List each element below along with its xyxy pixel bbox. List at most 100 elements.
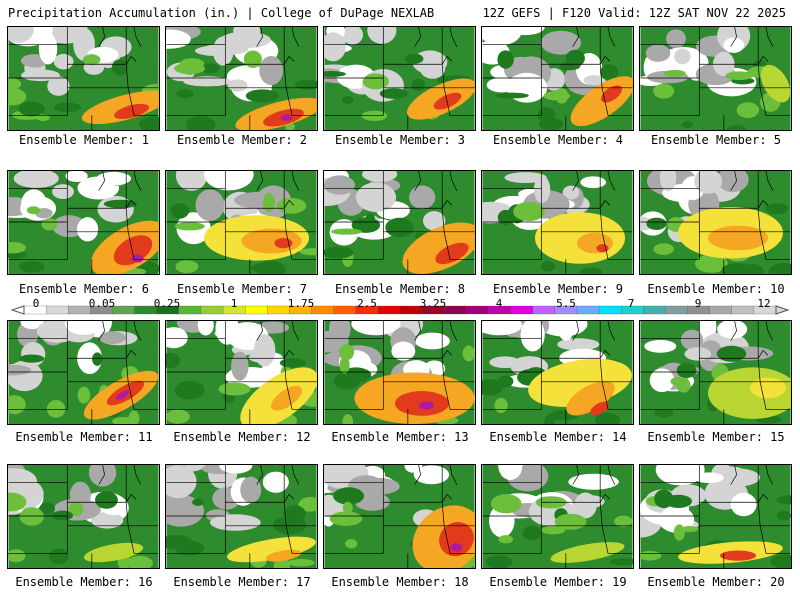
ensemble-map-panel — [165, 170, 318, 275]
state-border — [225, 381, 317, 410]
state-border — [324, 222, 384, 260]
ensemble-member-label: Ensemble Member: 18 — [331, 575, 469, 589]
colorbar-tick-label: 0 — [32, 297, 40, 310]
state-border — [607, 321, 616, 341]
dry-area — [194, 45, 241, 57]
light-precip-area — [776, 495, 791, 505]
light-precip-area — [681, 120, 693, 129]
precip-map — [166, 27, 317, 130]
state-border — [640, 222, 700, 260]
light-precip-area — [166, 409, 190, 424]
dry-area — [253, 334, 276, 367]
state-border — [291, 321, 300, 341]
state-border — [482, 516, 542, 554]
light-precip-area — [170, 202, 190, 219]
light-precip-area — [333, 487, 365, 505]
state-border — [225, 493, 295, 503]
heavy-precip-core — [280, 114, 293, 121]
state-border — [765, 321, 774, 341]
state-border — [699, 493, 769, 503]
state-border — [8, 27, 68, 79]
ensemble-member-label: Ensemble Member: 8 — [334, 282, 466, 296]
state-border — [166, 465, 226, 517]
dry-area — [88, 465, 117, 487]
light-precip-area — [68, 502, 84, 517]
state-border — [449, 465, 458, 485]
ensemble-member-label: Ensemble Member: 11 — [15, 430, 153, 444]
light-precip-area — [283, 505, 306, 523]
dry-area — [183, 76, 232, 87]
heavy-precip-core — [439, 522, 474, 557]
state-border — [441, 27, 475, 89]
dry-area — [8, 27, 34, 43]
light-precip-area — [18, 260, 45, 273]
ensemble-map-panel — [323, 26, 476, 131]
state-border — [541, 199, 611, 209]
state-border — [541, 55, 611, 65]
dry-area — [259, 55, 284, 86]
light-precip-area — [339, 344, 355, 361]
colorbar-tick-label: 2.5 — [357, 297, 377, 310]
light-precip-area — [673, 524, 685, 541]
state-border — [125, 321, 159, 383]
light-precip-area — [342, 501, 353, 514]
dry-area — [562, 185, 580, 200]
light-precip-area — [494, 397, 508, 414]
light-precip-area — [654, 489, 674, 509]
light-precip-area — [497, 209, 514, 225]
precip-map — [166, 321, 317, 424]
state-border — [699, 231, 791, 260]
light-precip-area — [276, 197, 307, 214]
state-border — [383, 199, 453, 209]
state-border — [383, 381, 475, 410]
state-border — [757, 321, 791, 383]
light-precip-area — [559, 62, 581, 71]
ensemble-member-label: Ensemble Member: 1 — [18, 133, 150, 147]
ensemble-map-panel — [481, 464, 634, 569]
dry-area — [568, 473, 619, 490]
light-precip-area — [176, 89, 194, 99]
state-border — [324, 171, 384, 223]
light-precip-area — [331, 228, 362, 235]
colorbar-tick-label: 9 — [694, 297, 702, 310]
heavy-precip-core — [550, 542, 625, 563]
dry-area — [712, 51, 735, 77]
state-border — [291, 171, 300, 191]
dry-area — [413, 465, 450, 485]
light-precip-area — [185, 116, 216, 130]
dry-area — [324, 32, 346, 62]
heavy-precip-core — [435, 242, 469, 265]
state-border — [541, 349, 611, 359]
dry-area — [391, 341, 416, 361]
colorbar-swatch — [45, 305, 69, 315]
state-border — [730, 465, 737, 485]
dry-area — [166, 29, 191, 49]
light-precip-area — [175, 260, 199, 274]
dry-area — [694, 171, 722, 194]
dry-area — [181, 171, 204, 190]
state-border — [67, 55, 137, 65]
light-precip-area — [333, 372, 360, 390]
colorbar-tick-label: 0.25 — [153, 297, 181, 310]
ensemble-map-panel — [323, 464, 476, 569]
light-precip-area — [490, 494, 522, 514]
dry-area — [414, 332, 450, 350]
light-precip-area — [725, 71, 754, 81]
colorbar-swatch — [112, 305, 136, 315]
heavy-precip-core — [402, 222, 475, 274]
dry-area — [409, 185, 436, 209]
state-border — [8, 78, 68, 116]
light-precip-area — [8, 241, 27, 254]
state-border — [541, 231, 633, 260]
light-precip-area — [339, 356, 350, 374]
state-border — [8, 372, 68, 410]
light-precip-area — [126, 555, 153, 568]
dry-area — [341, 27, 364, 45]
state-border — [640, 78, 700, 116]
ensemble-member-label: Ensemble Member: 17 — [173, 575, 311, 589]
colorbar-tick-label: 5.5 — [556, 297, 576, 310]
light-precip-area — [342, 414, 354, 424]
state-border — [441, 321, 475, 383]
heavy-precip-core — [601, 85, 622, 103]
state-border — [67, 199, 137, 209]
